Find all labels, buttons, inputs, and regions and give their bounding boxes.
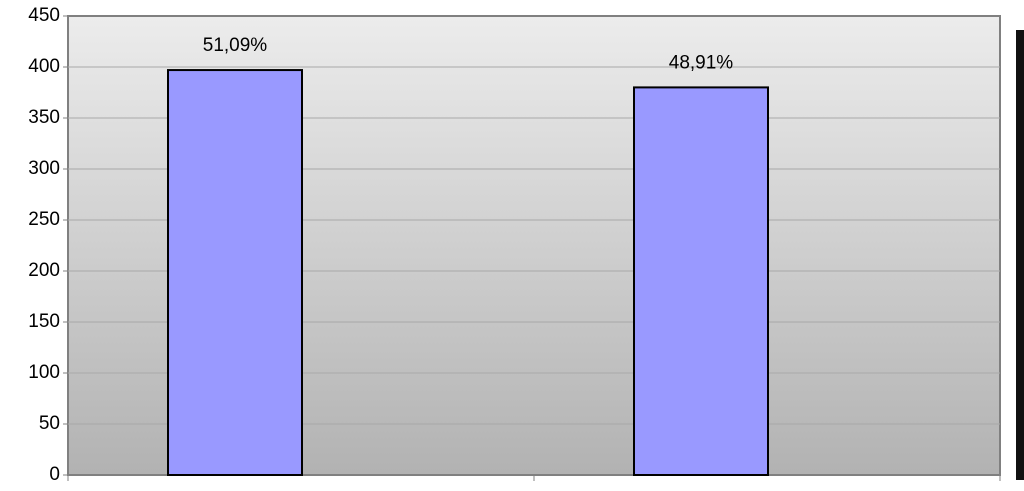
- y-tick-label: 150: [28, 311, 60, 332]
- data-label: 48,91%: [669, 52, 734, 73]
- y-tick-label: 400: [28, 56, 60, 77]
- bar: [167, 69, 303, 476]
- y-tick-label: 100: [28, 362, 60, 383]
- bar: [633, 86, 769, 477]
- y-tick-label: 250: [28, 209, 60, 230]
- y-tick-label: 50: [39, 413, 60, 434]
- y-tick-label: 200: [28, 260, 60, 281]
- edge-strip: [1016, 30, 1024, 480]
- y-tick-label: 0: [49, 464, 60, 485]
- y-tick-label: 300: [28, 158, 60, 179]
- data-label: 51,09%: [203, 35, 268, 56]
- y-tick-label: 350: [28, 107, 60, 128]
- y-tick-label: 450: [28, 5, 60, 26]
